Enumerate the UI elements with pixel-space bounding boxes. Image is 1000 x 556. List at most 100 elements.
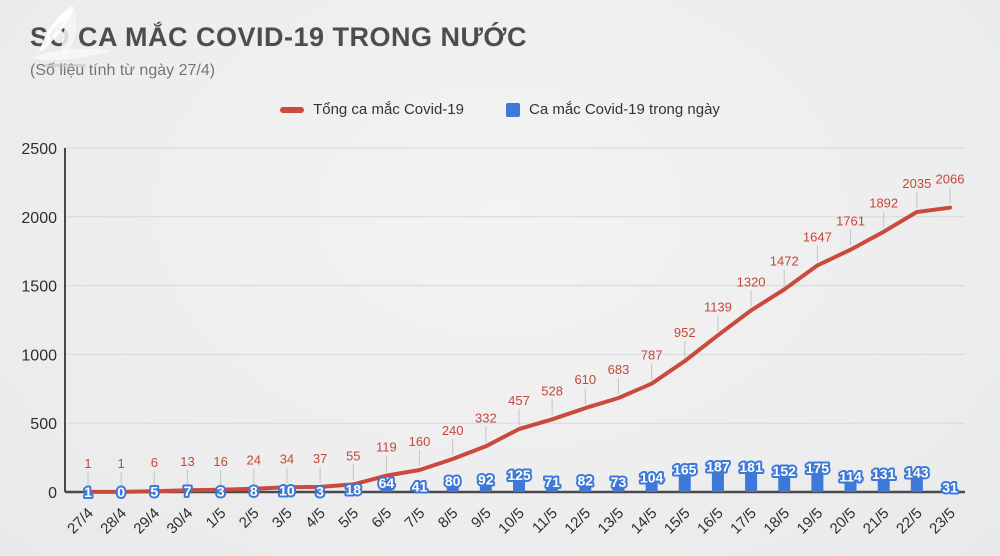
daily-bar xyxy=(247,490,260,492)
legend-total-label: Tổng ca mắc Covid-19 xyxy=(313,101,464,118)
x-tick-label: 18/5 xyxy=(760,505,793,538)
daily-label: 1 xyxy=(84,484,92,500)
daily-bar xyxy=(778,471,791,492)
y-tick-label: 1000 xyxy=(21,347,57,364)
daily-bar xyxy=(280,490,293,492)
cumulative-label: 1 xyxy=(118,456,125,471)
daily-label: 71 xyxy=(544,474,560,490)
daily-bar xyxy=(347,489,360,492)
x-tick-label: 20/5 xyxy=(827,505,860,538)
x-tick-label: 4/5 xyxy=(302,505,329,532)
daily-label: 92 xyxy=(478,471,494,487)
daily-bar xyxy=(745,467,758,492)
x-tick-label: 29/4 xyxy=(130,505,163,538)
cumulative-label: 37 xyxy=(313,451,327,466)
daily-label: 7 xyxy=(184,483,192,499)
daily-label: 3 xyxy=(217,484,225,500)
cumulative-label: 119 xyxy=(376,440,397,455)
legend-daily-label: Ca mắc Covid-19 trong ngày xyxy=(528,101,720,118)
x-tick-label: 30/4 xyxy=(164,505,197,538)
page-title: SỐ CA MẮC COVID-19 TRONG NƯỚC xyxy=(30,22,527,52)
cumulative-label: 13 xyxy=(180,454,194,469)
daily-bar xyxy=(446,480,459,492)
cumulative-label: 240 xyxy=(442,423,464,438)
daily-bar xyxy=(811,467,824,492)
cumulative-label: 528 xyxy=(541,383,563,398)
daily-bar xyxy=(546,482,559,492)
daily-bar xyxy=(612,481,625,492)
x-tick-label: 22/5 xyxy=(893,505,926,538)
daily-bar xyxy=(944,487,956,492)
x-tick-label: 28/4 xyxy=(97,505,130,538)
daily-label: 3 xyxy=(316,484,324,500)
cumulative-label: 332 xyxy=(475,410,497,425)
x-tick-label: 1/5 xyxy=(203,505,230,532)
cumulative-label: 610 xyxy=(574,372,596,387)
daily-label: 175 xyxy=(806,460,830,476)
cumulative-label: 2035 xyxy=(902,176,931,191)
daily-label: 114 xyxy=(839,468,862,484)
cumulative-label: 55 xyxy=(346,448,360,463)
daily-label: 104 xyxy=(640,470,664,486)
cumulative-label: 952 xyxy=(674,325,696,340)
chart-legend: Tổng ca mắc Covid-19 Ca mắc Covid-19 tro… xyxy=(0,101,1000,118)
cumulative-label: 457 xyxy=(508,393,530,408)
x-tick-label: 5/5 xyxy=(335,505,362,532)
daily-bar xyxy=(513,474,525,492)
x-tick-label: 16/5 xyxy=(694,505,727,538)
daily-label: 64 xyxy=(379,475,395,491)
daily-bar xyxy=(579,480,592,492)
x-tick-label: 15/5 xyxy=(661,505,694,538)
daily-bar xyxy=(479,479,492,492)
daily-bar xyxy=(711,466,724,492)
daily-label: 73 xyxy=(611,474,627,490)
x-tick-label: 17/5 xyxy=(727,505,760,538)
x-tick-label: 21/5 xyxy=(860,505,893,538)
cumulative-label: 160 xyxy=(409,434,431,449)
x-tick-label: 3/5 xyxy=(269,505,296,532)
daily-label: 187 xyxy=(706,458,730,474)
x-tick-label: 10/5 xyxy=(495,505,528,538)
legend-daily-square-swatch xyxy=(505,102,520,117)
daily-label: 181 xyxy=(739,459,763,475)
page-subtitle: (Số liệu tính từ ngày 27/4) xyxy=(30,62,216,79)
y-tick-label: 0 xyxy=(48,485,57,502)
legend-item-daily: Ca mắc Covid-19 trong ngày xyxy=(505,101,720,118)
daily-label: 82 xyxy=(578,473,594,489)
daily-label: 18 xyxy=(345,482,361,498)
x-tick-label: 7/5 xyxy=(402,505,429,532)
cumulative-label: 1139 xyxy=(704,299,732,314)
daily-label: 131 xyxy=(872,466,896,482)
daily-label: 41 xyxy=(412,478,428,494)
legend-total-line-swatch xyxy=(280,106,305,113)
cumulative-label: 34 xyxy=(280,451,294,466)
cumulative-label: 1 xyxy=(84,456,91,471)
daily-bar xyxy=(645,477,658,492)
cumulative-label: 1472 xyxy=(770,253,799,268)
cumulative-label: 683 xyxy=(608,362,630,377)
daily-label: 10 xyxy=(279,483,295,499)
daily-bar xyxy=(877,473,890,492)
cumulative-label: 2066 xyxy=(936,172,965,187)
x-tick-label: 12/5 xyxy=(561,505,594,538)
daily-label: 8 xyxy=(250,483,258,499)
cumulative-label: 6 xyxy=(151,455,158,470)
daily-bar xyxy=(678,469,691,492)
daily-label: 125 xyxy=(507,467,531,483)
daily-label: 31 xyxy=(942,480,958,496)
x-tick-label: 11/5 xyxy=(529,505,561,537)
cumulative-label: 1892 xyxy=(869,196,898,211)
x-tick-label: 2/5 xyxy=(236,505,263,532)
cumulative-label: 1647 xyxy=(803,229,832,244)
x-tick-label: 19/5 xyxy=(794,505,827,538)
daily-label: 0 xyxy=(117,484,125,500)
daily-label: 165 xyxy=(673,461,697,477)
cumulative-label: 1320 xyxy=(737,274,766,289)
x-tick-label: 6/5 xyxy=(368,505,395,532)
cumulative-label: 1761 xyxy=(836,214,865,229)
x-tick-label: 14/5 xyxy=(628,505,661,538)
daily-bar xyxy=(413,486,426,492)
daily-label: 143 xyxy=(905,464,929,480)
